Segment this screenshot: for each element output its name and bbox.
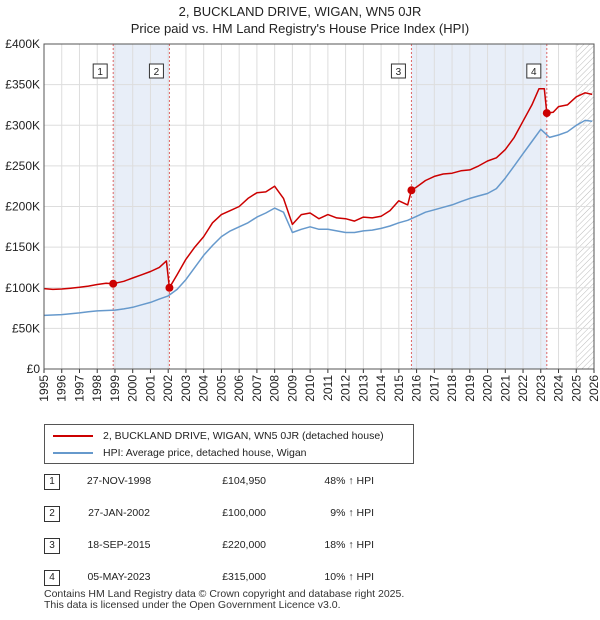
x-tick-label: 2013 — [356, 375, 370, 402]
footer-attribution: Contains HM Land Registry data © Crown c… — [44, 589, 404, 611]
sales-row: 2 27-JAN-2002 £100,000 9% ↑ HPI — [44, 506, 404, 524]
y-tick-label: £50K — [12, 321, 40, 335]
sale-marker-badge: 1 — [44, 474, 60, 490]
sale-price: £100,000 — [222, 507, 266, 519]
x-tick-label: 2011 — [321, 375, 335, 401]
sale-point — [165, 283, 174, 292]
legend-swatch-property — [53, 435, 93, 437]
x-tick-label: 2017 — [427, 375, 441, 402]
sale-hpi-diff: 48% ↑ HPI — [324, 475, 374, 487]
x-tick-label: 2004 — [197, 375, 211, 402]
plot-frame — [43, 43, 595, 370]
y-tick-label: £150K — [5, 240, 40, 254]
sale-point — [542, 109, 551, 118]
legend-label-hpi: HPI: Average price, detached house, Wiga… — [103, 447, 307, 459]
x-tick-label: 2023 — [534, 375, 548, 402]
x-tick-label: 2014 — [374, 375, 388, 402]
x-tick-label: 2012 — [339, 375, 353, 402]
sale-badge-label: 4 — [531, 67, 537, 78]
x-tick-label: 1995 — [37, 375, 51, 402]
x-tick-label: 2009 — [285, 375, 299, 402]
x-tick-label: 2018 — [445, 375, 459, 402]
footer-line-copyright: Contains HM Land Registry data © Crown c… — [44, 588, 405, 600]
y-tick-label: £350K — [5, 78, 40, 92]
legend-swatch-hpi — [53, 452, 93, 454]
y-tick-label: £100K — [5, 281, 40, 295]
sale-price: £220,000 — [222, 539, 266, 551]
sale-hpi-diff: 9% ↑ HPI — [330, 507, 374, 519]
footer-line-licence: This data is licensed under the Open Gov… — [44, 599, 341, 611]
sale-marker-badge: 2 — [44, 506, 60, 522]
x-tick-label: 2015 — [392, 375, 406, 402]
x-tick-label: 2010 — [303, 375, 317, 402]
sale-date: 05-MAY-2023 — [87, 571, 151, 583]
x-tick-label: 2000 — [126, 375, 140, 402]
y-tick-label: £0 — [27, 362, 41, 376]
x-tick-label: 2001 — [143, 375, 157, 402]
x-tick-label: 2006 — [232, 375, 246, 402]
sale-badge — [148, 63, 164, 79]
sale-date: 27-NOV-1998 — [86, 475, 152, 487]
sale-badge — [526, 63, 542, 79]
y-tick-label: £200K — [5, 200, 40, 214]
x-tick-label: 2005 — [214, 375, 228, 402]
sale-price: £104,950 — [222, 475, 266, 487]
x-tick-label: 2021 — [498, 375, 512, 402]
sale-date: 27-JAN-2002 — [88, 507, 150, 519]
sale-date: 18-SEP-2015 — [87, 539, 151, 551]
sale-point — [109, 279, 118, 288]
sale-hpi-diff: 18% ↑ HPI — [324, 539, 374, 551]
chart-title: 2, BUCKLAND DRIVE, WIGAN, WN5 0JR — [178, 4, 422, 19]
x-tick-label: 2016 — [410, 375, 424, 402]
x-tick-label: 1997 — [72, 375, 86, 402]
x-tick-label: 2025 — [569, 375, 583, 402]
sales-row: 4 05-MAY-2023 £315,000 10% ↑ HPI — [44, 570, 404, 588]
chart-legend: 2, BUCKLAND DRIVE, WIGAN, WN5 0JR (detac… — [44, 424, 414, 464]
y-tick-label: £300K — [5, 118, 40, 132]
sales-row: 3 18-SEP-2015 £220,000 18% ↑ HPI — [44, 538, 404, 556]
legend-item-property: 2, BUCKLAND DRIVE, WIGAN, WN5 0JR (detac… — [53, 428, 384, 444]
x-tick-label: 2022 — [516, 375, 530, 402]
y-tick-label: £400K — [5, 37, 40, 51]
x-tick-label: 1996 — [55, 375, 69, 402]
sale-badge-label: 1 — [97, 67, 103, 78]
series-line-hpi — [43, 119, 593, 317]
sale-badge — [92, 63, 108, 79]
x-tick-label: 2003 — [179, 375, 193, 402]
series-line-property — [43, 87, 593, 291]
legend-label-property: 2, BUCKLAND DRIVE, WIGAN, WN5 0JR (detac… — [103, 430, 384, 442]
x-tick-label: 2020 — [481, 375, 495, 402]
price-chart: 1 2 3 4 £0 £50K £100K £150K £200K £250K £300K £350… — [5, 37, 600, 402]
y-tick-label: £250K — [5, 159, 40, 173]
sales-row: 1 27-NOV-1998 £104,950 48% ↑ HPI — [44, 474, 404, 492]
x-tick-label: 2024 — [552, 375, 566, 402]
chart-subtitle: Price paid vs. HM Land Registry's House … — [130, 21, 470, 36]
sale-badge-label: 2 — [154, 67, 160, 78]
x-tick-label: 1999 — [108, 375, 122, 402]
sale-hpi-diff: 10% ↑ HPI — [324, 571, 374, 583]
sale-marker-badge: 3 — [44, 538, 60, 554]
sale-point — [407, 186, 416, 195]
sale-badge — [390, 63, 406, 79]
x-tick-label: 2002 — [161, 375, 175, 402]
x-tick-label: 2026 — [587, 375, 600, 402]
sale-marker-badge: 4 — [44, 570, 60, 586]
x-tick-label: 2019 — [463, 375, 477, 402]
x-tick-label: 2007 — [250, 375, 264, 402]
x-tick-label: 2008 — [268, 375, 282, 402]
sale-badge-label: 3 — [396, 67, 402, 78]
legend-item-hpi: HPI: Average price, detached house, Wiga… — [53, 445, 307, 461]
x-tick-label: 1998 — [90, 375, 104, 402]
sale-price: £315,000 — [222, 571, 266, 583]
